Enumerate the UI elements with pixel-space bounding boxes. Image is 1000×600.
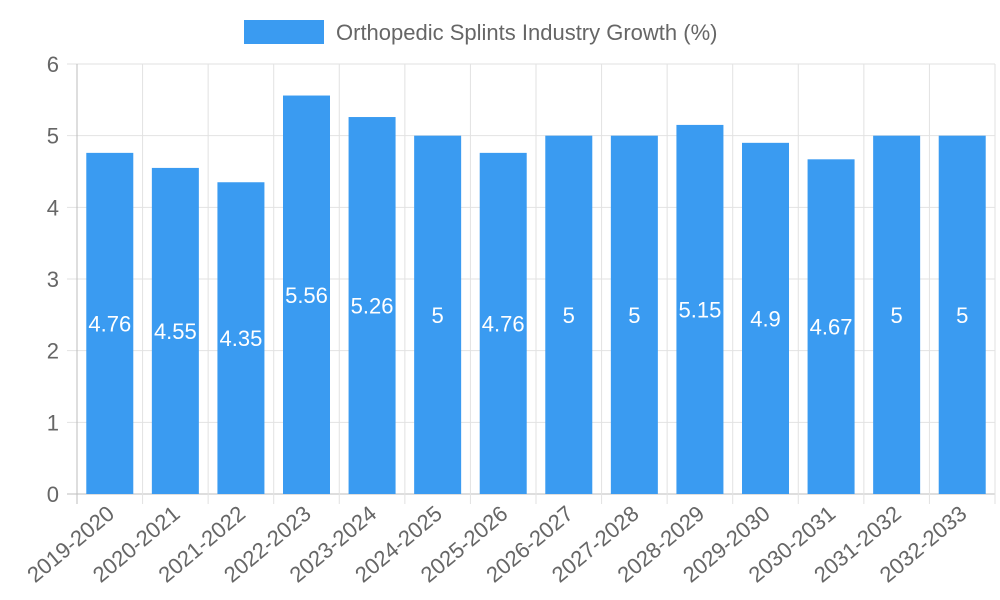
bar-value-label: 5 bbox=[956, 303, 968, 328]
bar-value-label: 5 bbox=[563, 303, 575, 328]
bar-value-label: 5 bbox=[432, 303, 444, 328]
bar[interactable] bbox=[676, 124, 724, 495]
bar[interactable] bbox=[610, 135, 658, 494]
bar-value-label: 4.55 bbox=[154, 319, 197, 344]
y-tick-label: 0 bbox=[47, 482, 59, 507]
bar[interactable] bbox=[217, 182, 265, 494]
bar[interactable] bbox=[479, 152, 527, 494]
bar[interactable] bbox=[283, 95, 330, 495]
bar-labels: 4.76 4.55 4.35 5.56 5.26 5 4.76 5 5 5.15 4.9 4.67 5 5 bbox=[88, 283, 968, 351]
legend-swatch bbox=[244, 20, 324, 44]
y-tick-label: 2 bbox=[47, 339, 59, 364]
bar-value-label: 5.15 bbox=[679, 297, 722, 322]
x-axis-ticks: 2019-20202020-20212021-20222022-20232023… bbox=[22, 501, 971, 588]
bar[interactable] bbox=[414, 135, 462, 494]
bar[interactable] bbox=[348, 117, 396, 495]
bar-value-label: 4.35 bbox=[220, 326, 263, 351]
grid bbox=[67, 63, 996, 504]
bar-value-label: 4.9 bbox=[750, 306, 781, 331]
bar-value-label: 5.56 bbox=[285, 283, 328, 308]
y-tick-label: 5 bbox=[47, 124, 59, 149]
bar-value-label: 4.76 bbox=[482, 311, 525, 336]
y-tick-label: 6 bbox=[47, 52, 59, 77]
bar-value-label: 5.26 bbox=[351, 294, 394, 319]
bar[interactable] bbox=[873, 135, 921, 494]
y-axis-ticks: 0 1 2 3 4 5 6 bbox=[47, 52, 59, 507]
bar-value-label: 5 bbox=[891, 303, 903, 328]
bar-value-label: 5 bbox=[628, 303, 640, 328]
legend[interactable]: Orthopedic Splints Industry Growth (%) bbox=[244, 20, 717, 45]
legend-label: Orthopedic Splints Industry Growth (%) bbox=[336, 20, 717, 45]
y-tick-label: 1 bbox=[47, 410, 59, 435]
bar[interactable] bbox=[938, 135, 986, 494]
bars bbox=[86, 95, 986, 495]
bar-value-label: 4.76 bbox=[88, 311, 131, 336]
bar-value-label: 4.67 bbox=[810, 315, 853, 340]
y-tick-label: 4 bbox=[47, 195, 59, 220]
bar[interactable] bbox=[151, 167, 199, 494]
bar[interactable] bbox=[86, 152, 134, 494]
y-tick-label: 3 bbox=[47, 267, 59, 292]
bar[interactable] bbox=[807, 159, 855, 495]
bar[interactable] bbox=[545, 135, 593, 494]
bar[interactable] bbox=[742, 142, 789, 495]
